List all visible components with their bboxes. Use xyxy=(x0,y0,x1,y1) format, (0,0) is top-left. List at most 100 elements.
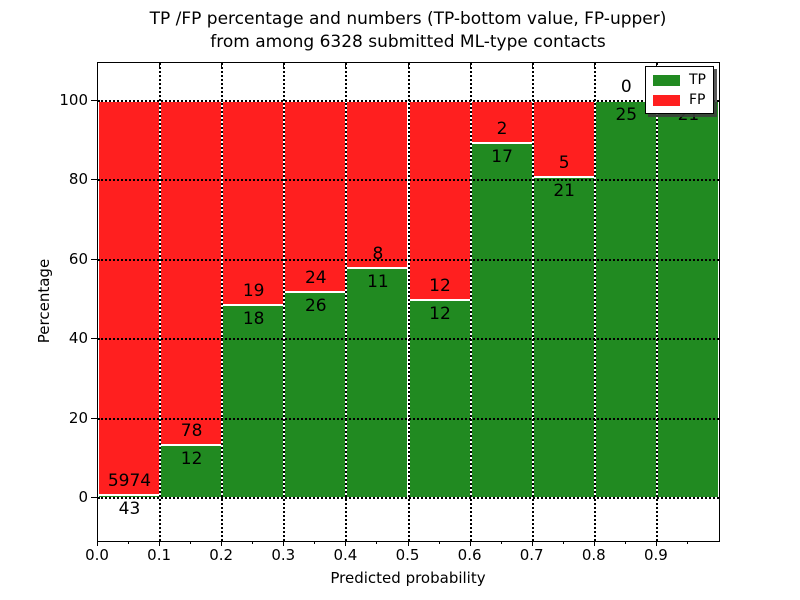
bar-segment-tp xyxy=(408,299,471,498)
tp-color-swatch xyxy=(653,74,680,86)
bar-segment-fp xyxy=(470,101,533,143)
vertical-gridline xyxy=(655,63,658,541)
x-tick-label: 0.3 xyxy=(271,546,296,564)
vertical-gridline xyxy=(283,63,286,541)
plot-area: 5974 43 78 12 19 18 24 26 8 11 12 12 2 17 5 21 0 25 21 xyxy=(97,62,720,542)
x-major-tick xyxy=(283,541,285,546)
horizontal-gridline xyxy=(98,179,719,182)
chart-title-line2: from among 6328 submitted ML-type contac… xyxy=(210,32,606,52)
vertical-gridline xyxy=(159,63,162,541)
bar-segment-fp xyxy=(284,101,347,292)
x-major-tick xyxy=(407,541,409,546)
x-tick-label: 0.7 xyxy=(519,546,544,564)
x-minor-tick xyxy=(190,541,192,544)
horizontal-gridline xyxy=(98,417,719,420)
fp-count-label: 5974 xyxy=(107,471,152,492)
legend-entry-tp: TP xyxy=(653,72,706,88)
x-tick-label: 0.6 xyxy=(457,546,482,564)
x-minor-tick xyxy=(500,541,502,544)
x-minor-tick xyxy=(438,541,440,544)
x-minor-tick xyxy=(562,541,564,544)
x-major-tick xyxy=(655,541,657,546)
horizontal-gridline xyxy=(98,338,719,341)
bar-segment-tp xyxy=(532,177,595,498)
x-minor-tick xyxy=(314,541,316,544)
bar-segment-tp xyxy=(470,142,533,498)
x-major-tick xyxy=(593,541,595,546)
bar-segment-tp xyxy=(346,268,409,498)
y-tick-label: 80 xyxy=(68,170,88,189)
x-tick-label: 0.8 xyxy=(581,546,606,564)
fp-color-swatch xyxy=(653,94,680,106)
x-tick-label: 0.4 xyxy=(333,546,358,564)
x-axis-label: Predicted probability xyxy=(330,569,486,587)
y-major-tick xyxy=(91,179,97,181)
x-tick-label: 0.2 xyxy=(209,546,234,564)
y-tick-label: 0 xyxy=(78,488,88,506)
x-minor-tick xyxy=(252,541,254,544)
x-tick-label: 0.9 xyxy=(643,546,668,564)
bar-segment-fp xyxy=(222,101,285,305)
fp-count-label: 8 xyxy=(372,244,384,265)
vertical-gridline xyxy=(221,63,224,541)
y-tick-label: 60 xyxy=(68,249,88,268)
vertical-gridline xyxy=(593,63,596,541)
x-major-tick xyxy=(97,541,98,546)
legend-label-tp: TP xyxy=(689,72,706,88)
x-minor-tick xyxy=(376,541,378,544)
y-tick-label: 100 xyxy=(59,91,88,109)
y-major-tick xyxy=(91,338,97,340)
vertical-gridline xyxy=(469,63,472,541)
x-major-tick xyxy=(345,541,347,546)
legend-entry-fp: FP xyxy=(653,92,706,108)
bar-segment-tp xyxy=(656,101,719,498)
tp-count-label: 21 xyxy=(553,181,575,202)
x-major-tick xyxy=(469,541,471,546)
x-major-tick xyxy=(531,541,533,546)
bar-segment-fp xyxy=(98,101,161,496)
x-minor-tick xyxy=(624,541,626,544)
tp-count-label: 11 xyxy=(367,272,389,293)
y-major-tick xyxy=(91,497,97,498)
fp-count-label: 5 xyxy=(558,153,570,174)
x-minor-tick xyxy=(686,541,688,544)
tp-count-label: 12 xyxy=(429,303,451,324)
legend: TP FP xyxy=(645,66,714,114)
horizontal-gridline xyxy=(98,258,719,261)
vertical-gridline xyxy=(407,63,410,541)
x-tick-label: 0.5 xyxy=(395,546,420,564)
tp-count-label: 26 xyxy=(304,295,327,316)
x-major-tick xyxy=(159,541,161,546)
y-tick-label: 40 xyxy=(68,329,88,348)
tp-count-label: 43 xyxy=(118,499,141,520)
bar-segment-fp xyxy=(160,101,223,446)
tp-count-label: 18 xyxy=(242,308,265,329)
fp-count-label: 0 xyxy=(620,77,632,97)
bar-segment-tp xyxy=(222,304,285,498)
vertical-gridline xyxy=(531,63,534,541)
chart-title-line1: TP /FP percentage and numbers (TP-bottom… xyxy=(149,9,667,29)
tp-count-label: 17 xyxy=(491,146,513,167)
y-major-tick xyxy=(91,417,97,419)
horizontal-gridline xyxy=(98,497,719,499)
fp-count-label: 2 xyxy=(496,118,508,139)
y-major-tick xyxy=(91,100,97,101)
x-tick-label: 0.1 xyxy=(147,546,172,564)
x-minor-tick xyxy=(128,541,130,544)
vertical-gridline xyxy=(345,63,348,541)
bar-segment-fp xyxy=(408,101,471,300)
x-tick-label: 0.0 xyxy=(85,546,109,564)
bar-segment-tp xyxy=(284,291,347,498)
fp-count-label: 19 xyxy=(242,280,265,301)
horizontal-gridline xyxy=(98,100,719,102)
x-major-tick xyxy=(221,541,223,546)
y-axis-label: Percentage xyxy=(35,258,53,344)
fp-count-label: 24 xyxy=(304,267,327,288)
y-major-tick xyxy=(91,258,97,260)
tp-count-label: 25 xyxy=(615,105,638,125)
legend-label-fp: FP xyxy=(689,92,706,108)
fp-count-label: 12 xyxy=(429,275,451,296)
bar-segment-fp xyxy=(346,101,409,269)
fp-count-label: 78 xyxy=(180,421,203,442)
